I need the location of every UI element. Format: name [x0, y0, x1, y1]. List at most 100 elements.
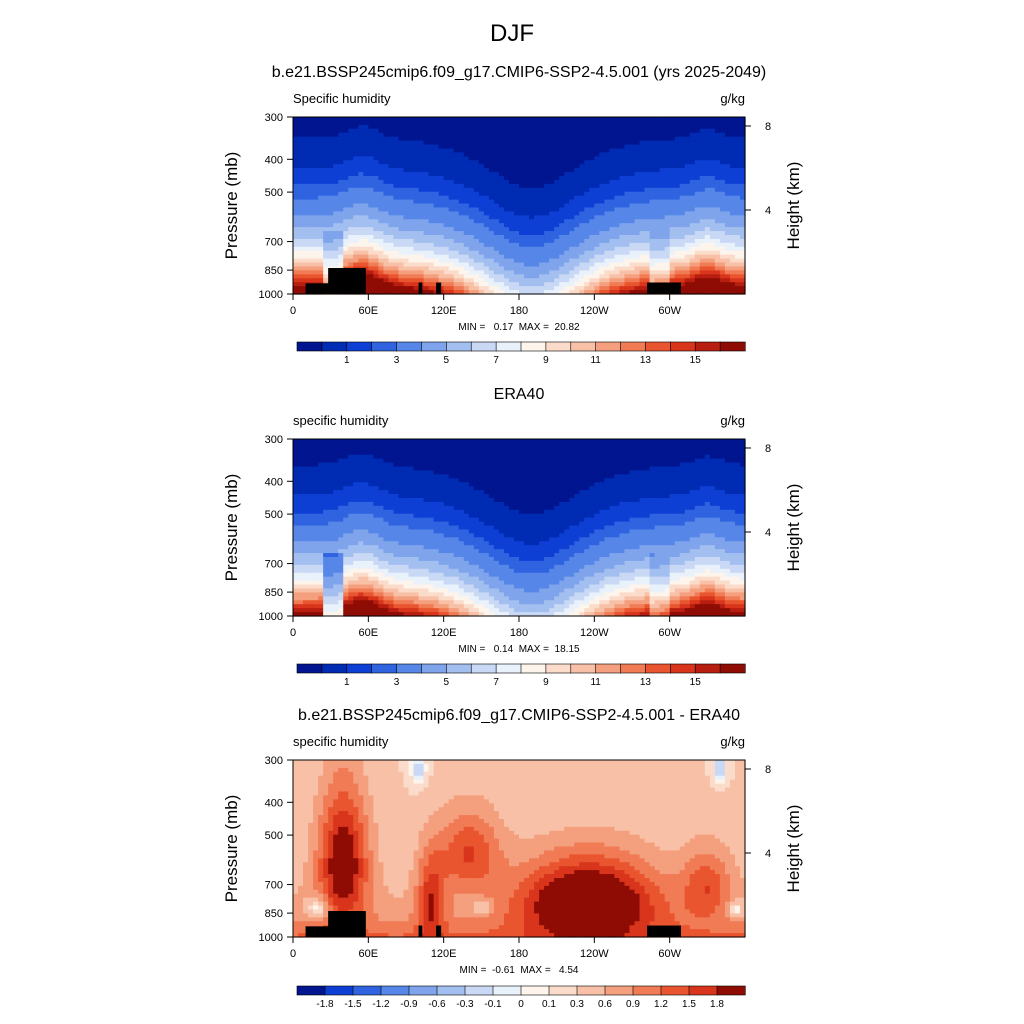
field-cell	[634, 164, 641, 169]
field-cell	[539, 442, 545, 448]
field-cell	[729, 187, 736, 193]
field-cell	[443, 199, 450, 205]
field-cell	[569, 195, 575, 201]
field-cell	[353, 450, 359, 456]
field-cell	[564, 470, 570, 475]
field-cell	[694, 187, 701, 193]
field-cell	[549, 215, 555, 220]
field-cell	[654, 270, 661, 275]
field-cell	[704, 195, 711, 201]
field-cell	[654, 219, 661, 224]
field-cell	[724, 207, 731, 212]
field-cell	[539, 144, 545, 150]
field-cell	[724, 466, 731, 472]
field-cell	[564, 117, 570, 122]
field-cell	[508, 183, 515, 189]
field-cell	[478, 223, 485, 228]
field-cell	[534, 152, 540, 157]
field-cell	[483, 136, 490, 142]
field-cell	[584, 179, 590, 185]
field-cell	[599, 266, 605, 271]
field-cell	[554, 172, 560, 177]
field-cell	[388, 156, 395, 161]
field-cell	[719, 235, 726, 240]
field-cell	[473, 454, 480, 460]
field-cell	[594, 235, 600, 240]
field-cell	[594, 250, 600, 256]
field-cell	[619, 282, 626, 287]
field-cell	[714, 211, 721, 216]
field-cell	[478, 439, 485, 444]
field-cell	[694, 462, 701, 468]
field-cell	[629, 179, 636, 185]
field-cell	[614, 117, 621, 122]
field-cell	[333, 152, 339, 157]
field-cell	[634, 199, 641, 205]
field-cell	[408, 207, 415, 212]
field-cell	[664, 250, 671, 256]
field-cell	[488, 128, 495, 134]
field-cell	[684, 160, 691, 165]
field-cell	[714, 172, 721, 177]
field-cell	[599, 262, 605, 268]
field-cell	[559, 278, 565, 283]
field-cell	[348, 168, 354, 173]
field-cell	[719, 266, 726, 271]
field-cell	[689, 136, 696, 142]
field-cell	[719, 152, 726, 157]
field-cell	[684, 266, 691, 271]
field-cell	[433, 187, 440, 193]
field-cell	[448, 466, 455, 472]
field-cell	[569, 136, 575, 142]
field-cell	[438, 136, 445, 142]
field-cell	[373, 462, 379, 468]
field-cell	[343, 187, 349, 193]
field-cell	[423, 454, 430, 460]
field-cell	[448, 176, 455, 181]
field-cell	[539, 191, 545, 197]
field-cell	[619, 195, 626, 201]
field-cell	[684, 446, 691, 452]
field-cell	[388, 462, 395, 468]
field-cell	[378, 290, 384, 295]
field-cell	[433, 140, 440, 146]
field-cell	[418, 238, 425, 244]
field-cell	[704, 164, 711, 169]
field-cell	[498, 254, 505, 260]
field-cell	[368, 148, 374, 153]
field-cell	[468, 187, 475, 193]
field-cell	[503, 270, 510, 275]
field-cell	[458, 172, 465, 177]
field-cell	[428, 470, 435, 475]
field-cell	[589, 152, 595, 157]
field-cell	[438, 246, 445, 252]
field-cell	[539, 117, 545, 122]
field-cell	[333, 117, 339, 122]
field-cell	[413, 183, 420, 189]
field-cell	[684, 120, 691, 126]
field-cell	[579, 168, 585, 173]
field-cell	[649, 136, 656, 142]
field-cell	[574, 124, 580, 130]
field-cell	[458, 278, 465, 283]
field-cell	[549, 136, 555, 142]
field-cell	[739, 266, 746, 271]
field-cell	[478, 160, 485, 165]
field-cell	[398, 290, 405, 295]
field-cell	[519, 242, 525, 248]
field-cell	[328, 462, 334, 468]
field-cell	[604, 450, 610, 456]
field-cell	[649, 140, 656, 146]
field-cell	[524, 207, 530, 212]
field-cell	[298, 235, 304, 240]
field-cell	[313, 270, 319, 275]
field-cell	[443, 282, 450, 287]
field-cell	[448, 250, 455, 256]
field-cell	[639, 136, 646, 142]
field-cell	[559, 117, 565, 122]
field-cell	[393, 191, 400, 197]
field-cell	[308, 450, 314, 456]
field-cell	[318, 207, 324, 212]
field-cell	[714, 262, 721, 268]
field-cell	[524, 179, 530, 185]
